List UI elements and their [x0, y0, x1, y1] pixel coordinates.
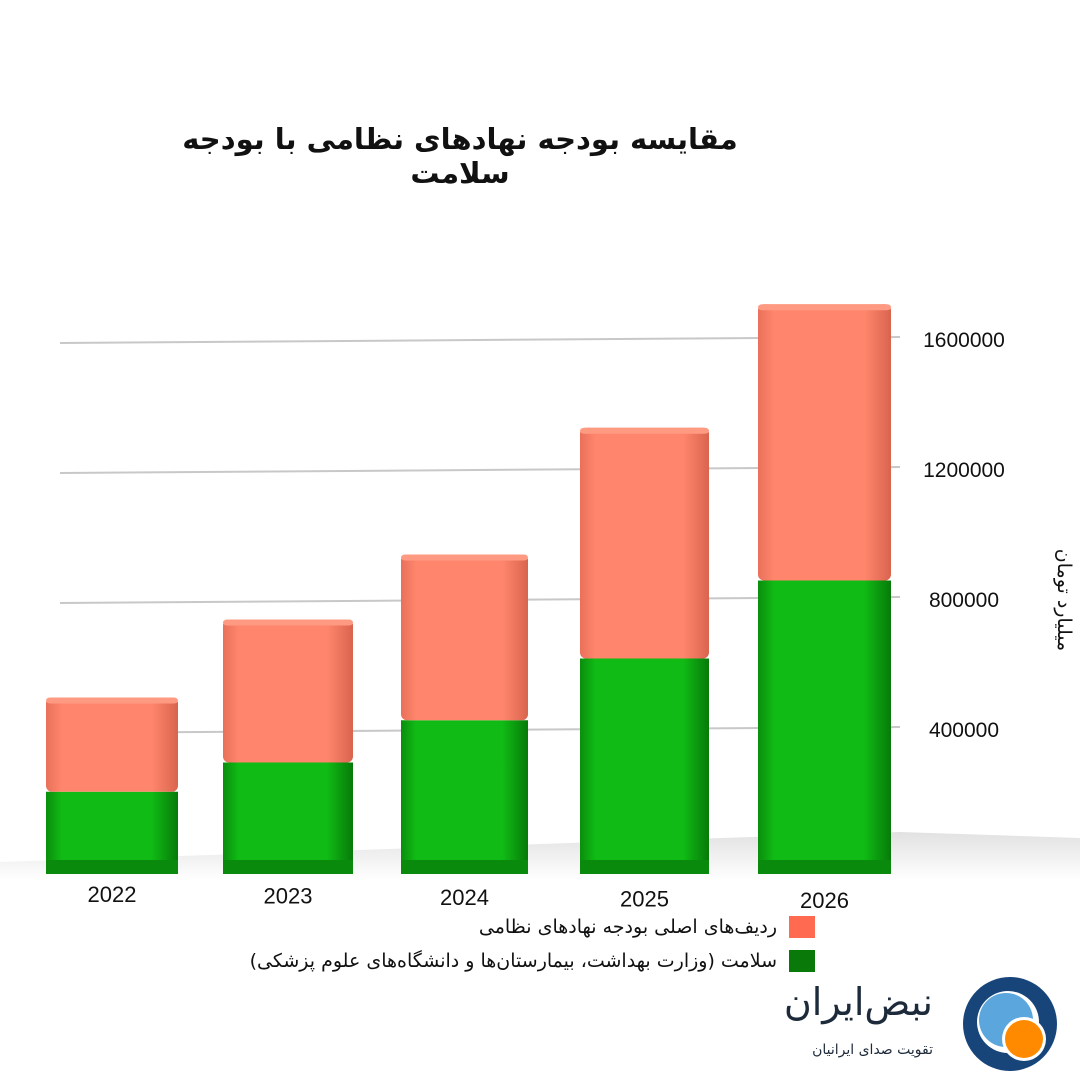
legend-label-military: ردیف‌های اصلی بودجه نهادهای نظامی [478, 916, 777, 938]
legend-swatch-health [789, 950, 815, 972]
bar-health-2024 [401, 720, 528, 860]
bar-base-2025 [580, 860, 709, 874]
brand-mark-icon [963, 977, 1057, 1071]
bar-military-2026 [758, 304, 891, 581]
brand-logo: نبض‌ایران تقویت صدای ایرانیان [784, 976, 1058, 1072]
y-tick-label: 1600000 [923, 329, 1005, 352]
bar-military-2024 [401, 554, 528, 721]
x-tick-label: 2023 [264, 884, 313, 909]
bar-top-highlight [46, 697, 178, 704]
brand-name: نبض‌ایران [783, 980, 933, 1024]
bar-top-highlight [758, 304, 891, 311]
x-axis-labels: 2022 2023 2024 2025 2026 [88, 882, 849, 913]
brand-tagline: تقویت صدای ایرانیان [812, 1042, 933, 1058]
y-axis-labels: 400000 800000 1200000 1600000 [923, 329, 1005, 742]
chart-title: مقایسه بودجه نهادهای نظامی با بودجه سلام… [182, 122, 738, 190]
bar-top-highlight [401, 554, 528, 561]
legend-label-health: سلامت (وزارت بهداشت، بیمارستان‌ها و دانش… [249, 950, 777, 972]
bar-base-2024 [401, 860, 528, 874]
y-tick-label: 800000 [929, 589, 999, 612]
legend-item-health: سلامت (وزارت بهداشت، بیمارستان‌ها و دانش… [250, 950, 815, 972]
bar-health-2026 [758, 580, 891, 860]
x-tick-label: 2024 [440, 885, 489, 910]
bar-military-2022 [46, 697, 178, 792]
x-tick-label: 2025 [620, 887, 669, 912]
x-tick-label: 2022 [88, 882, 137, 907]
bar-health-2022 [46, 791, 178, 860]
bar-military-2023 [223, 619, 353, 763]
bar-health-2025 [580, 658, 709, 860]
legend-swatch-military [789, 916, 815, 938]
bar-top-highlight [580, 427, 709, 434]
bar-health-2023 [223, 762, 353, 860]
y-axis-title: میلیارد تومان [1053, 549, 1075, 651]
stacked-bar-chart: 2022 2023 2024 2025 2026 400000 800000 1200000… [0, 304, 1080, 913]
y-tick-label: 1200000 [923, 459, 1005, 482]
x-tick-label: 2026 [800, 888, 849, 913]
bar-top-highlight [223, 619, 353, 626]
legend-item-military: ردیف‌های اصلی بودجه نهادهای نظامی [479, 916, 815, 938]
bar-military-2025 [580, 427, 709, 659]
bar-base-2026 [758, 860, 891, 874]
bar-base-2022 [46, 860, 178, 874]
y-tick-label: 400000 [929, 719, 999, 742]
bars [46, 304, 891, 874]
bar-base-2023 [223, 860, 353, 874]
